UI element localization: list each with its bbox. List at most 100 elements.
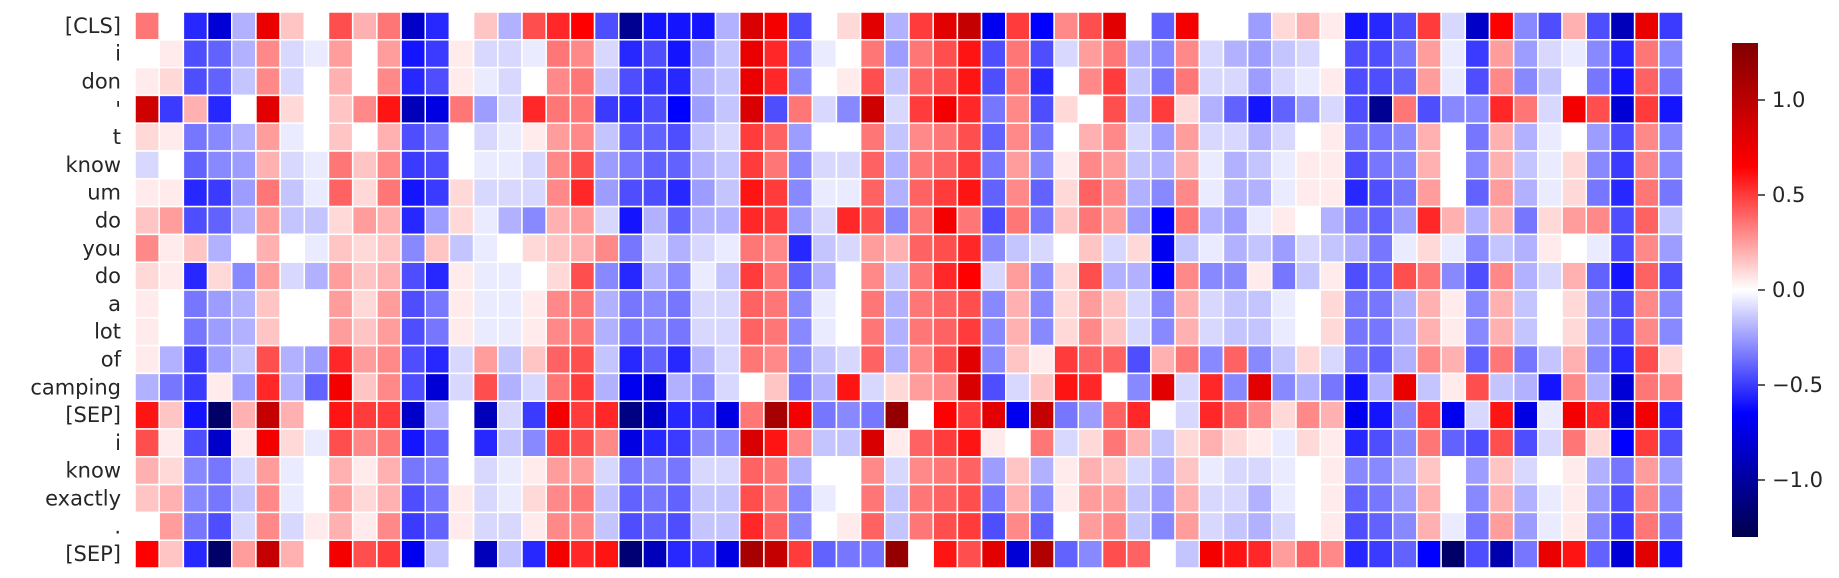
heatmap-cell <box>1295 317 1321 347</box>
heatmap-cell <box>763 94 789 124</box>
heatmap-cell <box>1392 372 1418 402</box>
heatmap-cell <box>1537 317 1563 347</box>
heatmap-cell <box>1246 372 1273 402</box>
heatmap-cell <box>1295 66 1321 97</box>
heatmap-cell <box>1464 94 1491 124</box>
heatmap-cell <box>1053 428 1080 458</box>
heatmap-cell <box>618 66 644 97</box>
heatmap-cell <box>497 66 523 97</box>
heatmap-cell <box>1633 289 1660 319</box>
heatmap-cell <box>1367 344 1394 375</box>
heatmap-cell <box>1440 178 1467 208</box>
heatmap-cell <box>1416 317 1442 347</box>
heatmap-cell <box>1367 483 1394 514</box>
heatmap-cell <box>690 205 717 236</box>
heatmap-cell <box>448 456 475 486</box>
heatmap-cell <box>1537 344 1563 375</box>
heatmap-cell <box>1319 233 1346 263</box>
heatmap-cell <box>980 428 1007 458</box>
heatmap-cell <box>1029 233 1055 263</box>
heatmap-cell <box>1392 205 1418 236</box>
heatmap-cell <box>351 261 378 291</box>
heatmap-cell <box>787 372 813 402</box>
heatmap-cell <box>1222 66 1249 97</box>
heatmap-cell <box>231 456 257 486</box>
heatmap-cell <box>569 150 596 180</box>
heatmap-cell <box>545 317 572 347</box>
heatmap-cell <box>351 11 378 41</box>
heatmap-cell <box>1512 400 1539 430</box>
heatmap-cell <box>1440 233 1467 263</box>
heatmap-cell <box>1392 261 1418 291</box>
row-label: [SEP] <box>65 403 121 427</box>
heatmap-cell <box>1537 456 1563 486</box>
heatmap-cell <box>472 39 499 69</box>
heatmap-cell <box>932 233 959 263</box>
heatmap-cell <box>1537 539 1563 569</box>
heatmap-cell <box>376 372 402 402</box>
heatmap-cell <box>1029 205 1055 236</box>
heatmap-cell <box>1464 539 1491 569</box>
heatmap-cell <box>1343 428 1370 458</box>
heatmap-cell <box>1319 456 1346 486</box>
heatmap-cell <box>1246 289 1273 319</box>
heatmap-cell <box>1222 483 1249 514</box>
heatmap-cell <box>545 205 572 236</box>
heatmap-cell <box>231 539 257 569</box>
heatmap-cell <box>303 428 330 458</box>
heatmap-cell <box>1222 428 1249 458</box>
heatmap-cell <box>1077 511 1104 541</box>
heatmap-cell <box>980 511 1007 541</box>
heatmap-cell <box>521 317 547 347</box>
heatmap-cell <box>859 233 886 263</box>
heatmap-cell <box>1101 94 1128 124</box>
heatmap-cells <box>134 11 1684 569</box>
heatmap-cell <box>980 66 1007 97</box>
heatmap-cell <box>206 289 233 319</box>
heatmap-cell <box>763 539 789 569</box>
heatmap-cell <box>1392 150 1418 180</box>
heatmap-cell <box>763 178 789 208</box>
heatmap-cell <box>376 94 402 124</box>
heatmap-cell <box>593 289 620 319</box>
heatmap-cell <box>134 261 160 291</box>
heatmap-cell <box>1174 456 1200 486</box>
heatmap-cell <box>158 122 185 152</box>
heatmap-cell <box>1343 539 1370 569</box>
heatmap-cell <box>351 428 378 458</box>
heatmap-cell <box>303 317 330 347</box>
heatmap-cell <box>1537 372 1563 402</box>
heatmap-cell <box>424 11 451 41</box>
heatmap-cell <box>1101 428 1128 458</box>
heatmap-cell <box>279 344 306 375</box>
heatmap-cell <box>787 122 813 152</box>
heatmap-cell <box>182 428 209 458</box>
heatmap-cell <box>690 289 717 319</box>
heatmap-cell <box>569 233 596 263</box>
heatmap-cell <box>1488 122 1515 152</box>
colorbar: 1.0 0.5 0.0 −0.5 −1.0 <box>1732 43 1823 537</box>
heatmap-cell <box>351 372 378 402</box>
heatmap-cell <box>1271 289 1297 319</box>
heatmap-cell <box>1319 178 1346 208</box>
heatmap-cell <box>593 483 620 514</box>
heatmap-cell <box>1198 178 1225 208</box>
heatmap-cell <box>424 94 451 124</box>
heatmap-cell <box>351 456 378 486</box>
heatmap-cell <box>1585 233 1612 263</box>
heatmap-cell <box>1053 400 1080 430</box>
heatmap-cell <box>593 205 620 236</box>
heatmap-cell <box>666 289 693 319</box>
heatmap-cell <box>787 428 813 458</box>
heatmap-cell <box>206 483 233 514</box>
heatmap-cell <box>1271 317 1297 347</box>
heatmap-cell <box>690 66 717 97</box>
heatmap-cell <box>884 94 910 124</box>
heatmap-cell <box>763 233 789 263</box>
heatmap-cell <box>351 122 378 152</box>
heatmap-cell <box>763 289 789 319</box>
heatmap-cell <box>1343 150 1370 180</box>
heatmap-cell <box>1319 511 1346 541</box>
heatmap-cell <box>1367 428 1394 458</box>
heatmap-cell <box>666 483 693 514</box>
